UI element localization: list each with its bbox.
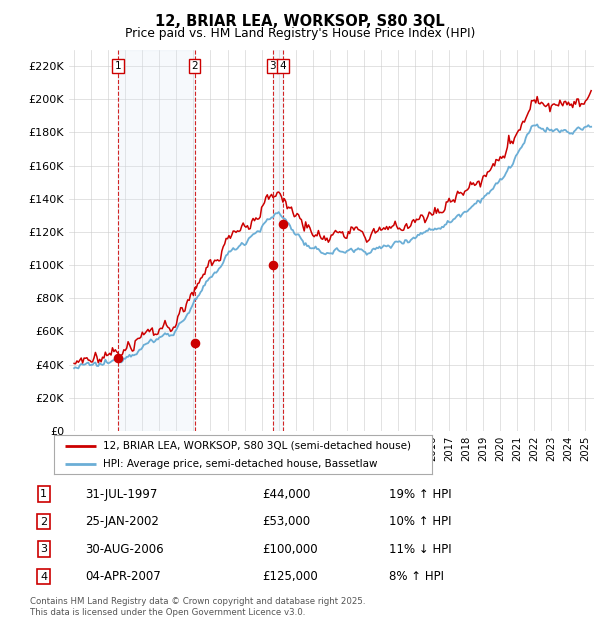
Text: Contains HM Land Registry data © Crown copyright and database right 2025.
This d: Contains HM Land Registry data © Crown c… [30, 598, 365, 617]
Text: £44,000: £44,000 [262, 487, 310, 500]
Text: 1: 1 [40, 489, 47, 499]
Text: £125,000: £125,000 [262, 570, 317, 583]
Bar [273, 50, 283, 431]
Point [268, 260, 278, 270]
Text: 25-JAN-2002: 25-JAN-2002 [85, 515, 159, 528]
Text: 3: 3 [269, 61, 276, 71]
Text: 4: 4 [280, 61, 286, 71]
Point [278, 219, 288, 229]
Bar [118, 50, 194, 431]
Text: 2: 2 [40, 516, 47, 526]
Text: 3: 3 [40, 544, 47, 554]
Text: 8% ↑ HPI: 8% ↑ HPI [389, 570, 444, 583]
Text: HPI: Average price, semi-detached house, Bassetlaw: HPI: Average price, semi-detached house,… [103, 459, 377, 469]
Text: 30-AUG-2006: 30-AUG-2006 [85, 542, 164, 556]
Text: Price paid vs. HM Land Registry's House Price Index (HPI): Price paid vs. HM Land Registry's House … [125, 27, 475, 40]
Point [190, 338, 199, 348]
Text: 04-APR-2007: 04-APR-2007 [85, 570, 161, 583]
Text: 10% ↑ HPI: 10% ↑ HPI [389, 515, 451, 528]
Text: 2: 2 [191, 61, 198, 71]
Text: 31-JUL-1997: 31-JUL-1997 [85, 487, 158, 500]
Text: 11% ↓ HPI: 11% ↓ HPI [389, 542, 451, 556]
Text: £100,000: £100,000 [262, 542, 317, 556]
Text: 4: 4 [40, 572, 47, 582]
Text: £53,000: £53,000 [262, 515, 310, 528]
Text: 12, BRIAR LEA, WORKSOP, S80 3QL (semi-detached house): 12, BRIAR LEA, WORKSOP, S80 3QL (semi-de… [103, 441, 411, 451]
Point [113, 353, 123, 363]
Text: 19% ↑ HPI: 19% ↑ HPI [389, 487, 451, 500]
Text: 12, BRIAR LEA, WORKSOP, S80 3QL: 12, BRIAR LEA, WORKSOP, S80 3QL [155, 14, 445, 29]
Text: 1: 1 [115, 61, 121, 71]
